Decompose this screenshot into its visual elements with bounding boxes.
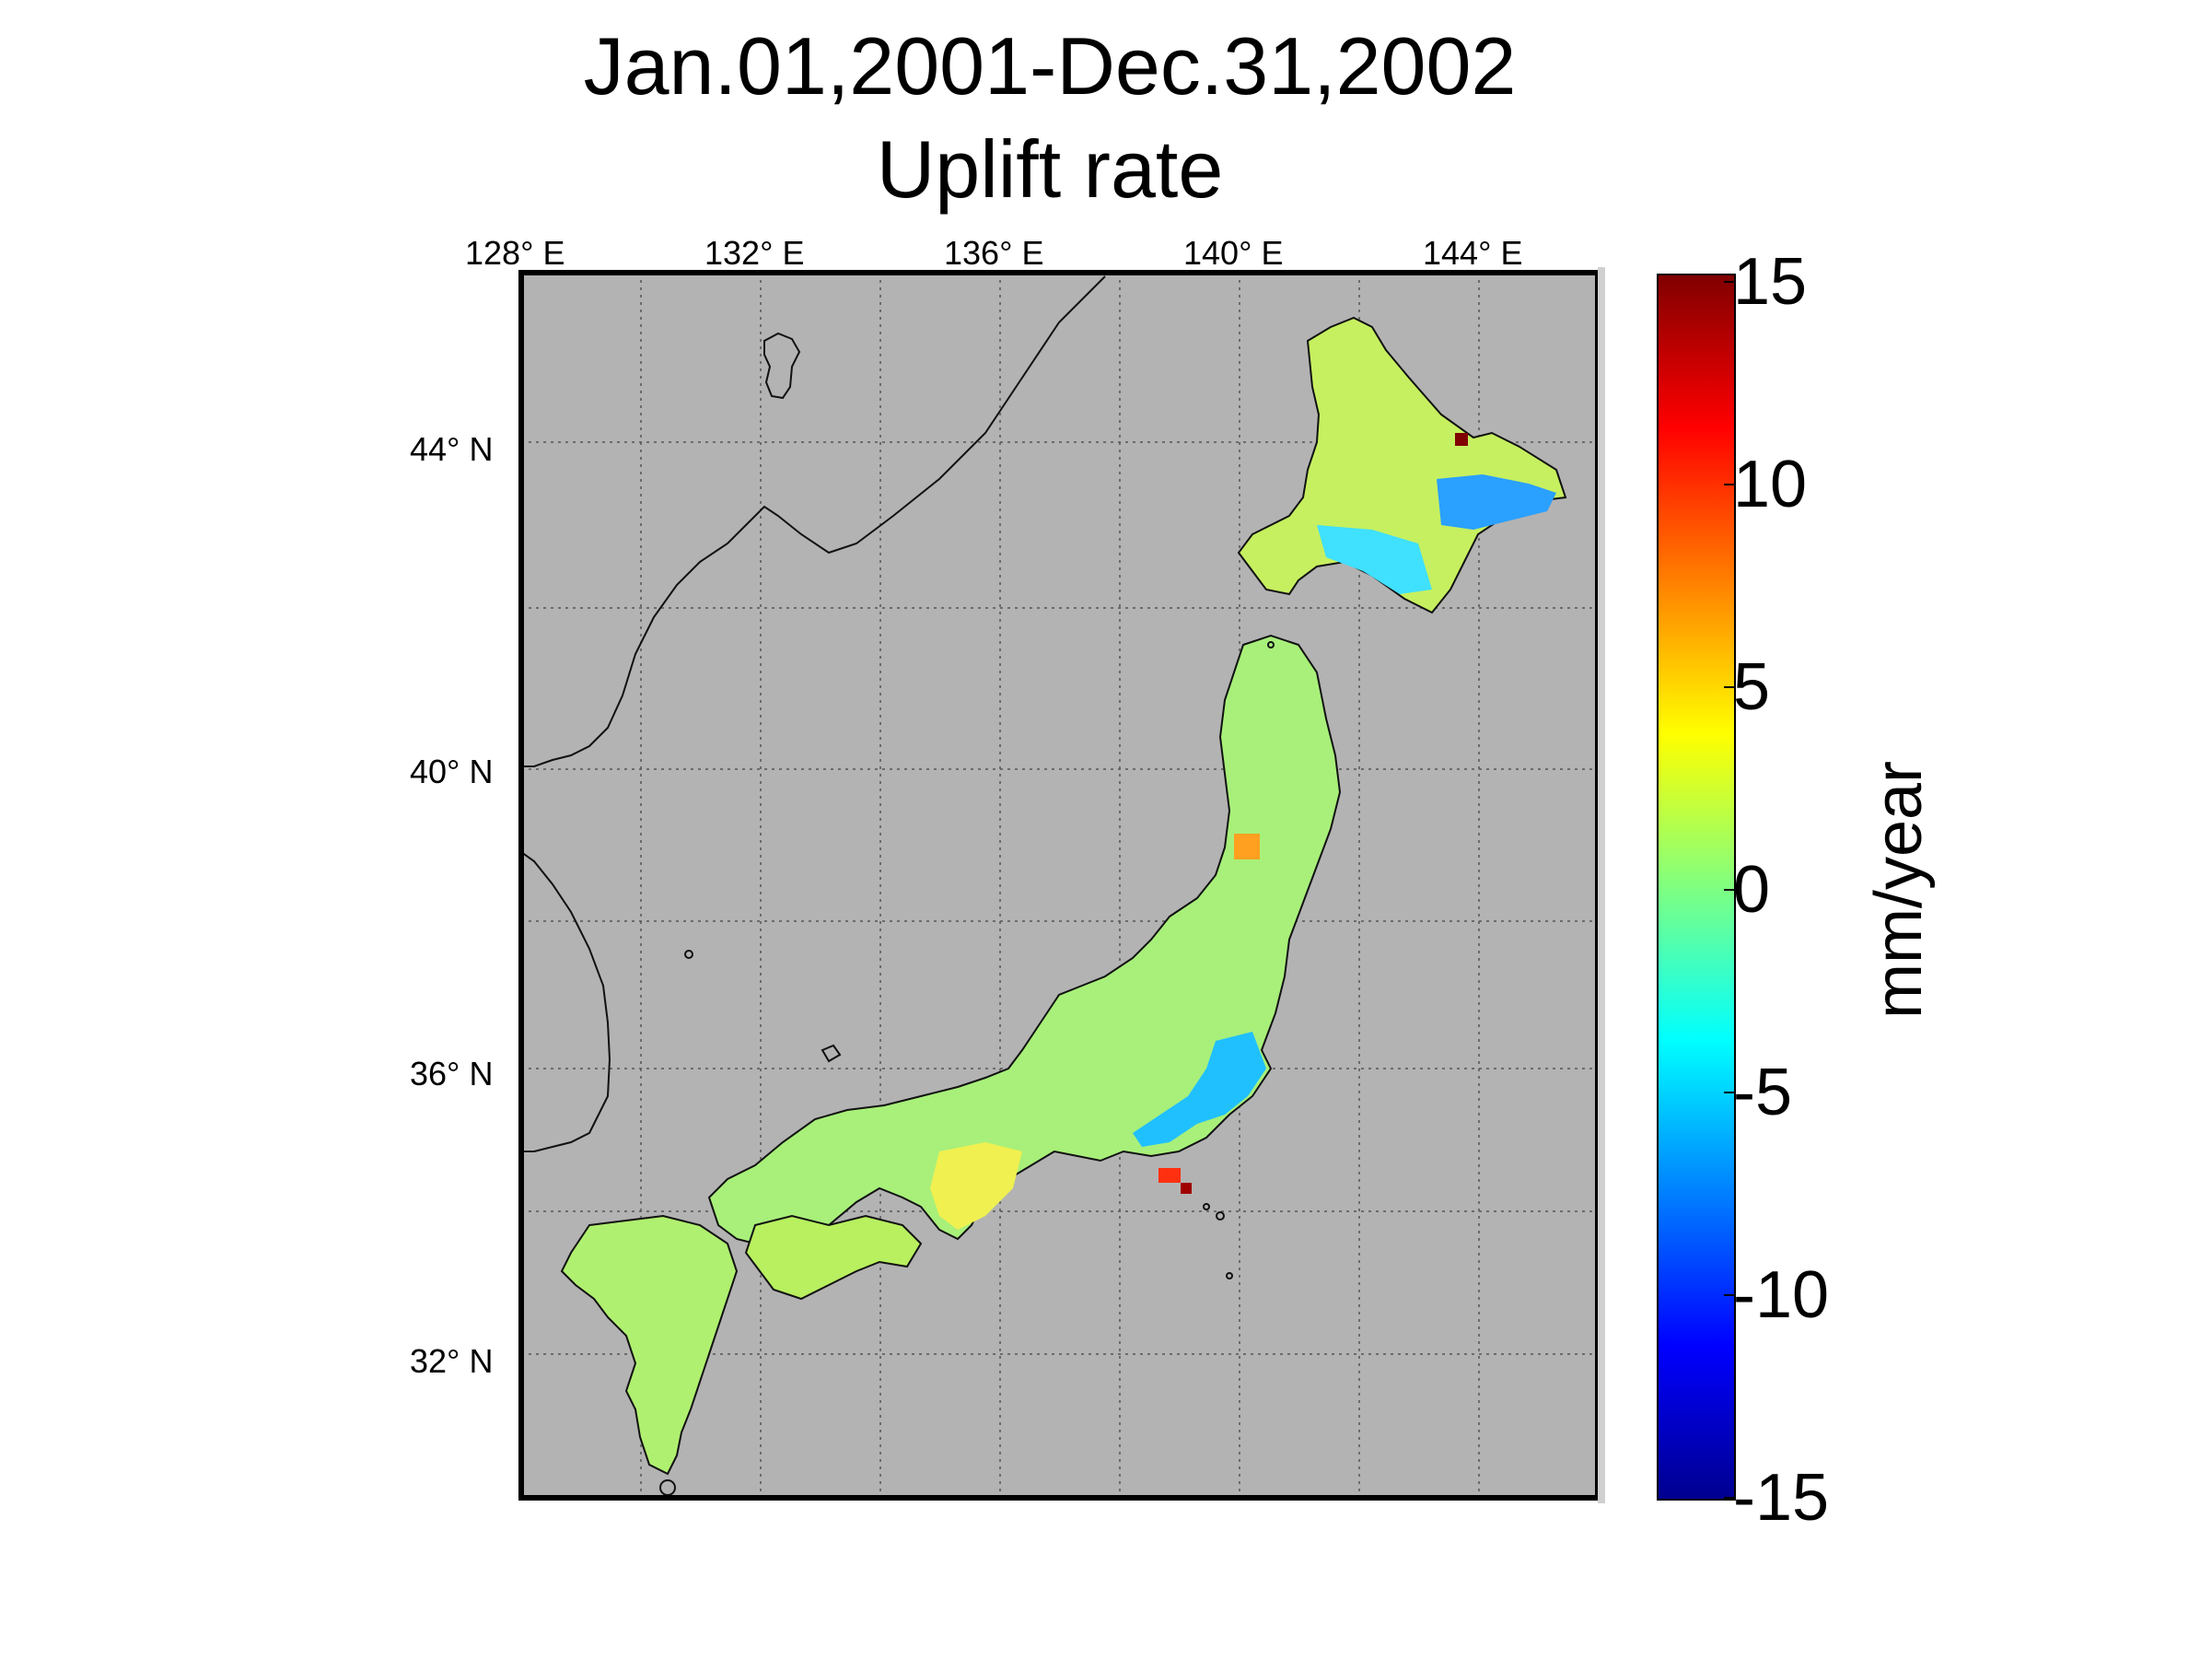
small-islands xyxy=(659,641,1275,1496)
colorbar-tick-neg5: -5 xyxy=(1733,1056,1793,1129)
tohoku-uplift xyxy=(1234,834,1260,859)
island-outline xyxy=(763,332,801,400)
colorbar-tick-neg10: -10 xyxy=(1733,1258,1830,1332)
colorbar-tick-15: 15 xyxy=(1733,245,1808,319)
kii-uplift xyxy=(930,1142,1022,1230)
kanto-subsidence xyxy=(1133,1032,1266,1147)
honshu xyxy=(707,634,1342,1250)
lon-tick-144: 144° E xyxy=(1423,234,1522,272)
colorbar-tick-5: 5 xyxy=(1733,650,1771,724)
hokkaido-south xyxy=(1317,525,1432,594)
map-frame-shadow xyxy=(1598,267,1605,1503)
continent-coastline xyxy=(521,275,1106,767)
colorbar-label: mm/year xyxy=(1862,760,1936,1020)
colorbar-tick-10: 10 xyxy=(1733,448,1808,521)
chart-subtitle: Uplift rate xyxy=(876,123,1224,215)
colorbar-tick-0: 0 xyxy=(1733,853,1771,927)
lon-tick-140: 140° E xyxy=(1183,234,1283,272)
kyushu xyxy=(560,1214,739,1476)
izu-uplift xyxy=(1158,1168,1181,1183)
lon-tick-132: 132° E xyxy=(704,234,804,272)
lon-tick-136: 136° E xyxy=(944,234,1043,272)
colorbar-tick-neg15: -15 xyxy=(1733,1461,1830,1535)
lon-tick-128: 128° E xyxy=(465,234,565,272)
hokkaido-peak xyxy=(1455,433,1468,446)
shikoku xyxy=(744,1214,923,1301)
lat-tick-40: 40° N xyxy=(410,753,493,790)
izu-peak xyxy=(1181,1183,1192,1194)
lat-tick-44: 44° N xyxy=(410,430,493,468)
colorbar-ticks xyxy=(1724,281,1735,1499)
korea-coastline xyxy=(521,851,611,1152)
chart-title: Jan.01,2001-Dec.31,2002 xyxy=(583,20,1517,111)
colorbar xyxy=(1657,274,1736,1501)
lat-tick-36: 36° N xyxy=(410,1055,493,1092)
hokkaido-east xyxy=(1437,474,1556,530)
hokkaido xyxy=(1237,316,1567,614)
lat-tick-32: 32° N xyxy=(410,1342,493,1380)
uplift-heatmap xyxy=(560,316,1567,1476)
